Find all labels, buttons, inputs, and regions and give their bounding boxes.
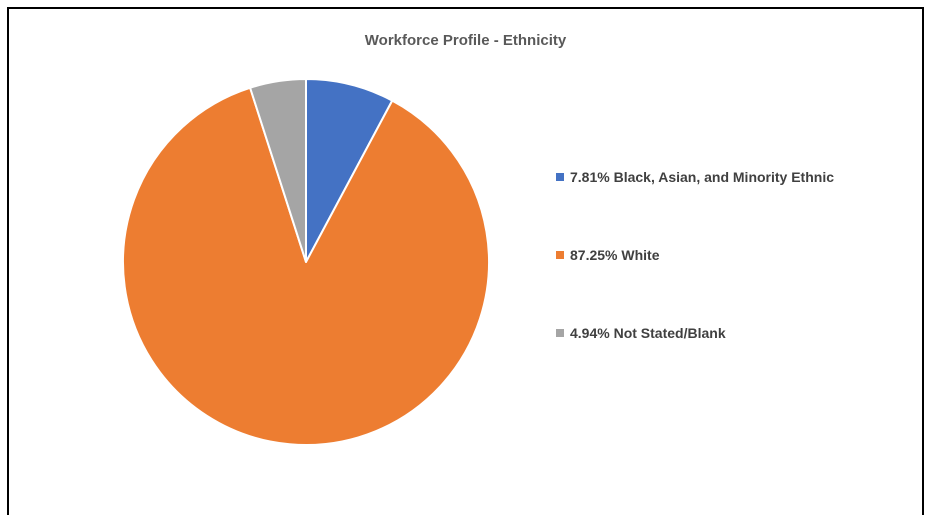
legend-label-white: 87.25% White — [570, 247, 660, 263]
pie-slice-white — [122, 86, 490, 446]
chart-frame: Workforce Profile - Ethnicity 7.81% Blac… — [7, 7, 924, 515]
chart-title: Workforce Profile - Ethnicity — [364, 32, 567, 49]
legend-swatch-white — [556, 251, 564, 259]
pie-chart — [122, 78, 490, 446]
legend-item-not-stated: 4.94% Not Stated/Blank — [556, 325, 726, 341]
pie-slice-not-stated — [249, 78, 307, 263]
legend-item-white: 87.25% White — [556, 247, 659, 263]
legend-swatch-not-stated — [556, 329, 564, 337]
legend-label-bame: 7.81% Black, Asian, and Minority Ethnic — [570, 169, 834, 185]
legend-item-bame: 7.81% Black, Asian, and Minority Ethnic — [556, 169, 834, 185]
legend-swatch-bame — [556, 173, 564, 181]
legend-label-not-stated: 4.94% Not Stated/Blank — [570, 325, 726, 341]
